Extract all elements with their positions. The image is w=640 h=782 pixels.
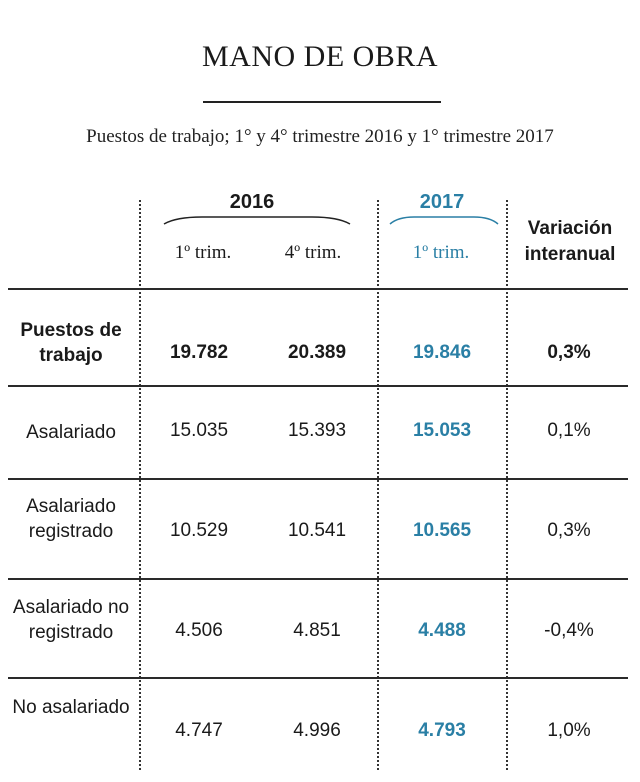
table-cell: 19.782: [169, 342, 229, 363]
table-cell: 4.851: [293, 620, 341, 641]
table-cell: 10.529: [169, 520, 229, 541]
table-cell: 20.389: [287, 342, 347, 363]
col-header-variation: Variación interanual: [524, 218, 616, 265]
table-cell: 10.565: [412, 520, 472, 541]
col-header-2016-q1: 1º trim.: [174, 242, 232, 263]
chart-subtitle: Puestos de trabajo; 1° y 4° trimestre 20…: [86, 126, 554, 147]
column-divider: [377, 200, 379, 770]
table-cell: 15.035: [169, 420, 229, 441]
row-divider: [8, 288, 628, 290]
table-cell: 0,1%: [547, 420, 591, 441]
table-cell: 19.846: [412, 342, 472, 363]
table-cell: -0,4%: [544, 620, 594, 641]
row-divider: [8, 385, 628, 387]
table-cell: 1,0%: [547, 720, 591, 741]
year-2017-header: 2017: [419, 191, 465, 213]
year-2016-header: 2016: [229, 191, 275, 213]
table-cell: 0,3%: [547, 342, 591, 363]
row-divider: [8, 677, 628, 679]
column-divider: [506, 200, 508, 770]
chart-title: MANO DE OBRA: [201, 40, 438, 73]
year-2016-bracket: [163, 216, 351, 225]
table-cell: 0,3%: [547, 520, 591, 541]
row-label-puestos: Puestos de trabajo: [20, 320, 122, 366]
col-header-2016-q4: 4º trim.: [284, 242, 342, 263]
table-cell: 10.541: [287, 520, 347, 541]
table-cell: 15.053: [412, 420, 472, 441]
table-cell: 4.488: [418, 620, 466, 641]
col-header-2017-q1: 1º trim.: [412, 242, 470, 263]
row-label-no-asalariado: No asalariado: [12, 697, 130, 718]
year-2017-bracket: [389, 216, 499, 225]
row-label-asalariado: Asalariado: [26, 422, 116, 443]
table-cell: 4.506: [175, 620, 223, 641]
column-divider: [139, 200, 141, 770]
table-cell: 15.393: [287, 420, 347, 441]
row-divider: [8, 578, 628, 580]
row-label-asalariado-no-registrado: Asalariado no registrado: [12, 597, 130, 643]
table-cell: 4.747: [175, 720, 223, 741]
table-cell: 4.996: [293, 720, 341, 741]
row-divider: [8, 478, 628, 480]
table-cell: 4.793: [418, 720, 466, 741]
title-underline: [203, 101, 441, 103]
row-label-asalariado-registrado: Asalariado registrado: [26, 496, 116, 542]
